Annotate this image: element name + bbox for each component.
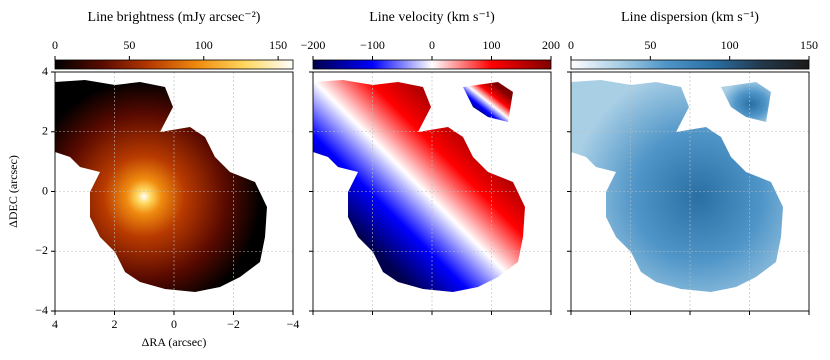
emission-region xyxy=(313,80,525,292)
colorbar-tick-label: 0 xyxy=(429,38,435,52)
y-axis-label: ΔDEC (arcsec) xyxy=(6,155,20,228)
colorbar-tick-label: 50 xyxy=(644,38,656,52)
emission-region xyxy=(463,82,513,122)
colorbar-tick-label: 200 xyxy=(542,38,560,52)
y-tick-label: 0 xyxy=(42,183,48,197)
y-tick-label: −4 xyxy=(35,303,48,317)
panel-title: Line brightness (mJy arcsec⁻²) xyxy=(88,10,261,25)
colorbar-tick-label: 150 xyxy=(800,38,818,52)
colorbar-tick-label: 100 xyxy=(195,38,213,52)
x-tick-label: 4 xyxy=(52,317,58,331)
panel-title: Line dispersion (km s⁻¹) xyxy=(621,10,759,25)
x-axis-label: ΔRA (arcsec) xyxy=(142,335,207,349)
colorbar-tick-label: −200 xyxy=(301,38,326,52)
y-tick-label: 4 xyxy=(42,64,48,78)
colorbar-tick-label: 100 xyxy=(483,38,501,52)
x-tick-label: 2 xyxy=(112,317,118,331)
emission-region xyxy=(55,80,267,292)
colorbar-tick-label: 0 xyxy=(568,38,574,52)
colorbar-tick-label: 100 xyxy=(721,38,739,52)
panel-title: Line velocity (km s⁻¹) xyxy=(369,10,495,25)
x-tick-label: −2 xyxy=(227,317,240,331)
y-tick-label: −2 xyxy=(35,243,48,257)
emission-region xyxy=(571,80,783,292)
colorbar xyxy=(570,59,810,70)
x-tick-label: 0 xyxy=(171,317,177,331)
colorbar-tick-label: 50 xyxy=(123,38,135,52)
map-image xyxy=(55,80,267,292)
colorbar-tick-label: 150 xyxy=(269,38,287,52)
map-image xyxy=(313,80,525,292)
colorbar-tick-label: −100 xyxy=(360,38,385,52)
colorbar xyxy=(312,59,552,70)
emission-region xyxy=(721,82,771,122)
colorbar xyxy=(54,59,294,70)
y-tick-label: 2 xyxy=(42,124,48,138)
colorbar-tick-label: 0 xyxy=(52,38,58,52)
map-image xyxy=(571,80,783,292)
x-tick-label: −4 xyxy=(287,317,300,331)
